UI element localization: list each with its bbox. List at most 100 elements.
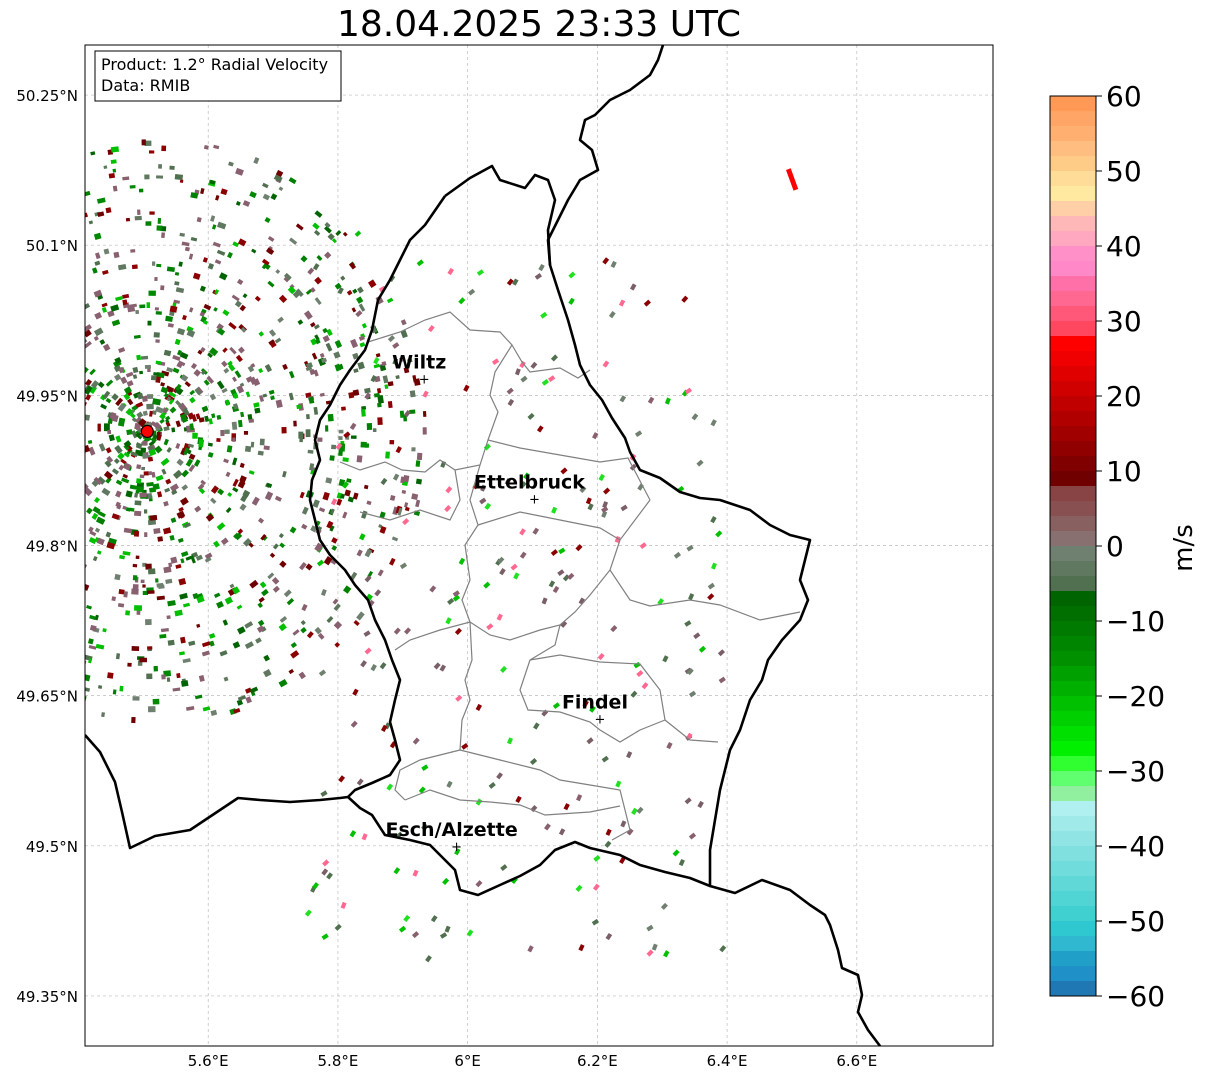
echo-pixel (135, 443, 143, 450)
echo-pixel (156, 431, 161, 440)
echo-pixel (664, 397, 671, 405)
echo-pixel (42, 669, 48, 676)
echo-pixel (231, 294, 240, 302)
echo-pixel (307, 449, 314, 454)
echo-pixel (139, 657, 147, 663)
echo-pixel (156, 225, 163, 231)
echo-pixel (110, 146, 120, 153)
echo-pixel (358, 303, 366, 312)
colorbar-tick-label: −60 (1106, 980, 1165, 1013)
echo-pixel (602, 257, 610, 265)
echo-pixel (171, 489, 178, 496)
echo-pixel (111, 414, 119, 423)
echo-pixel (279, 542, 286, 549)
echo-pixel (234, 532, 243, 541)
echo-pixel (587, 503, 594, 511)
echo-pixel (227, 492, 233, 497)
colorbar-tick-label: −30 (1106, 755, 1165, 788)
echo-pixel (236, 278, 244, 286)
echo-pixel (163, 349, 172, 357)
echo-pixel (334, 339, 343, 349)
echo-pixel (182, 407, 190, 417)
colorbar-segment (1050, 246, 1096, 262)
echo-pixel (10, 436, 13, 441)
city-markers: +Wiltz+Ettelbruck+Findel+Esch/Alzette (386, 351, 628, 854)
echo-pixel (146, 673, 153, 680)
echo-pixel (304, 909, 312, 917)
echo-pixel (356, 778, 364, 786)
colorbar-segment (1050, 216, 1096, 232)
echo-pixel (52, 598, 59, 604)
echo-pixel (333, 621, 343, 630)
echo-pixel (13, 541, 19, 547)
echo-pixel (153, 372, 160, 376)
echo-pixel (348, 391, 355, 399)
echo-pixel (134, 510, 142, 517)
colorbar-tick-label: −40 (1106, 830, 1165, 863)
echo-pixel (155, 360, 162, 365)
echo-pixel (352, 688, 359, 696)
echo-pixel (123, 393, 131, 401)
echo-pixel (305, 288, 313, 295)
echo-pixel (560, 620, 568, 628)
echo-pixel (205, 513, 215, 522)
echo-pixel (550, 549, 558, 556)
echo-pixel (37, 295, 44, 302)
echo-pixel (96, 476, 106, 485)
echo-pixel (251, 496, 260, 506)
echo-pixel (364, 392, 372, 400)
echo-pixel (85, 514, 86, 520)
echo-pixel (141, 395, 148, 402)
echo-pixel (356, 549, 363, 557)
echo-pixel (404, 506, 410, 512)
echo-pixel (507, 737, 513, 745)
echo-pixel (343, 585, 352, 594)
echo-pixel (355, 296, 364, 304)
echo-pixel (626, 828, 634, 836)
radar-site-dot (140, 424, 154, 438)
echo-pixel (527, 945, 534, 953)
echo-pixel (140, 355, 149, 360)
echo-pixel (176, 458, 184, 466)
echo-pixel (320, 589, 327, 597)
echo-pixel (147, 456, 154, 462)
echo-pixel (54, 462, 58, 466)
echo-pixel (672, 849, 680, 857)
echo-pixel (197, 483, 205, 491)
echo-pixel (130, 249, 136, 253)
echo-pixel (159, 418, 165, 424)
echo-pixel (198, 439, 205, 448)
echo-pixel (172, 687, 181, 692)
echo-pixel (115, 653, 121, 660)
echo-pixel (475, 798, 483, 806)
echo-pixel (166, 367, 174, 373)
echo-pixel (130, 451, 139, 458)
echo-pixel (107, 429, 112, 435)
echo-pixel (167, 639, 175, 646)
echo-pixel (387, 400, 393, 409)
echo-pixel (137, 209, 141, 215)
echo-pixel (447, 267, 454, 276)
echo-pixel (399, 562, 408, 570)
echo-pixel (249, 376, 257, 385)
echo-pixel (384, 384, 389, 390)
echo-pixel (223, 676, 229, 682)
echo-pixel (363, 630, 371, 637)
echo-pixel (39, 469, 46, 475)
echo-pixel (639, 542, 647, 550)
echo-pixel (226, 445, 233, 453)
echo-pixel (270, 341, 277, 348)
echo-pixel (68, 500, 77, 509)
echo-pixel (56, 423, 59, 430)
echo-pixel (232, 392, 239, 399)
echo-pixel (134, 605, 143, 611)
echo-pixel (258, 368, 264, 374)
echo-pixel (619, 856, 626, 864)
echo-pixel (115, 479, 123, 486)
colorbar-segment (1050, 201, 1096, 217)
echo-pixel (105, 379, 114, 387)
echo-pixel (277, 316, 284, 323)
echo-pixel (73, 273, 78, 279)
echo-pixel (512, 278, 519, 286)
echo-pixel (541, 378, 549, 386)
